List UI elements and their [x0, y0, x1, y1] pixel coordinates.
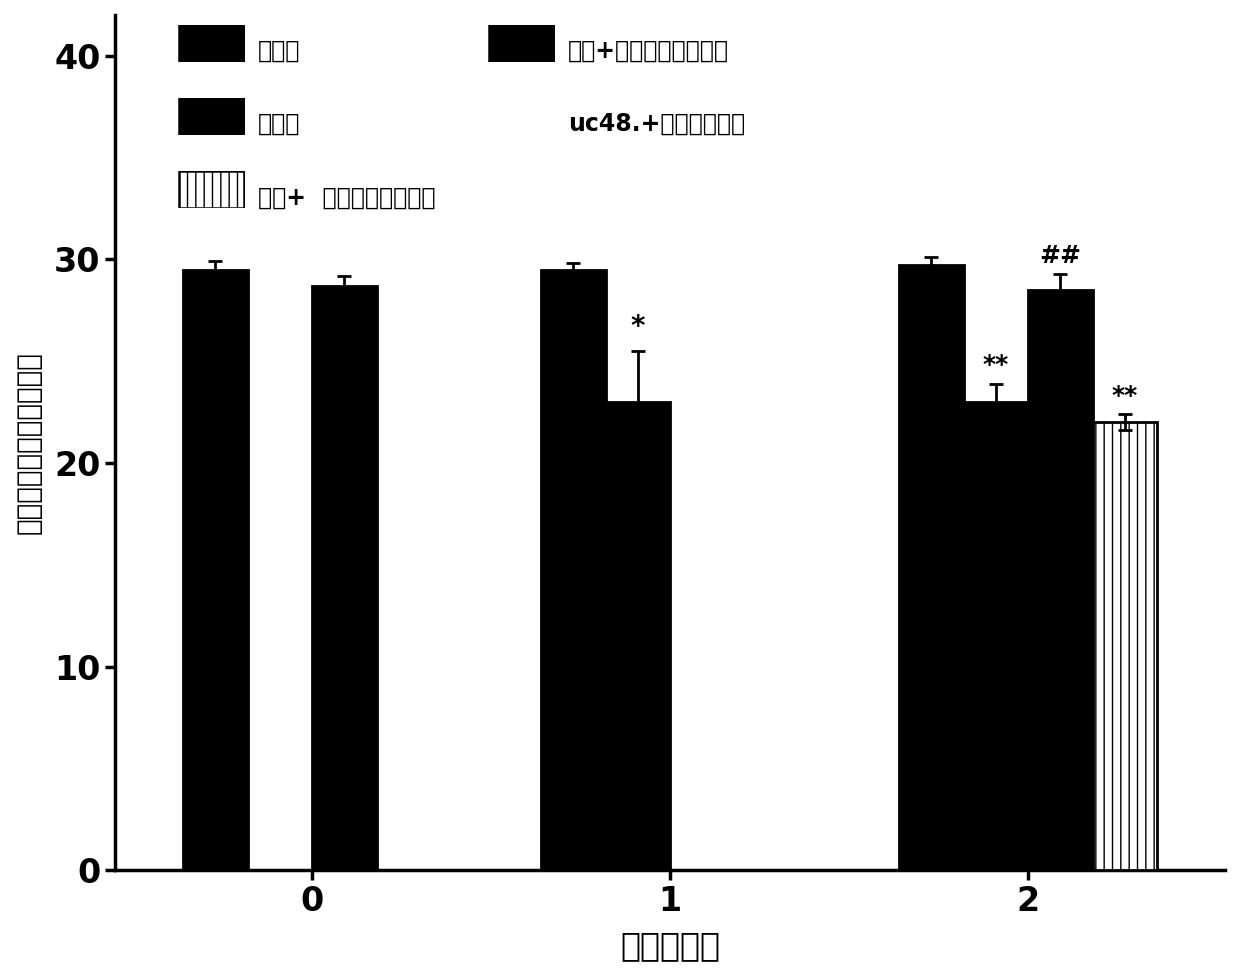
Text: **: ** [983, 354, 1009, 377]
Bar [312, 286, 377, 871]
Text: uc48.+小干扰处理组: uc48.+小干扰处理组 [568, 112, 745, 136]
Bar [1028, 290, 1092, 871]
Bar [1092, 422, 1157, 871]
Text: 对照组: 对照组 [258, 39, 300, 63]
Text: 模型+  乱序小干扰处理组: 模型+ 乱序小干扰处理组 [258, 186, 435, 209]
Text: 模型+长非编码核糖核酸: 模型+长非编码核糖核酸 [568, 39, 729, 63]
Text: **: ** [1111, 384, 1138, 408]
Text: *: * [631, 313, 645, 341]
Bar [899, 266, 963, 871]
X-axis label: 时间（周）: 时间（周） [620, 929, 720, 962]
Bar [963, 402, 1028, 871]
Text: ##: ## [1039, 243, 1081, 268]
Bar [605, 402, 670, 871]
Bar [541, 270, 605, 871]
Y-axis label: 热缩足反射潜伏期（秒）: 热缩足反射潜伏期（秒） [15, 351, 43, 534]
Bar [184, 270, 248, 871]
Text: 模型组: 模型组 [258, 112, 300, 136]
